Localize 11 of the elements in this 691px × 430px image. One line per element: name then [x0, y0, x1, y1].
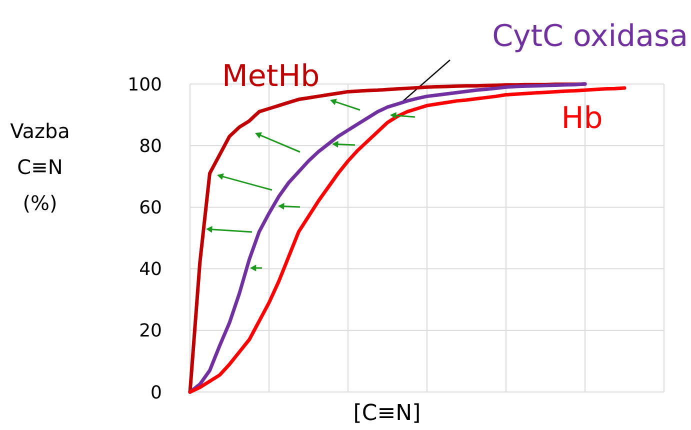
series-label: CytC oxidasa: [492, 19, 688, 54]
x-axis-title: [C≡N]: [353, 401, 421, 426]
y-tick-label: 100: [128, 74, 162, 96]
y-tick-label: 80: [139, 136, 162, 157]
y-tick-label: 0: [150, 382, 162, 404]
y-tick-label: 20: [139, 320, 162, 342]
y-tick-label: 40: [139, 259, 162, 280]
series-label: MetHb: [222, 59, 320, 94]
y-axis-title: Vazba C≡N (%): [10, 119, 70, 215]
series-label: Hb: [561, 101, 603, 136]
y-tick-label: 60: [139, 198, 162, 218]
